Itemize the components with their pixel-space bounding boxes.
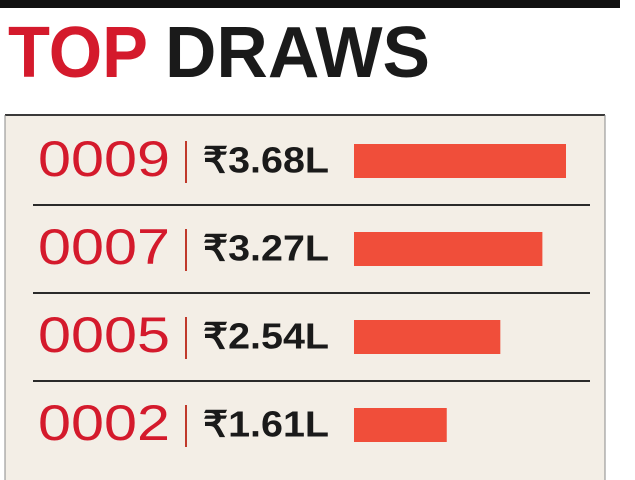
- value-label: ₹3.27L: [203, 228, 329, 269]
- category-label: 0007: [38, 219, 170, 275]
- bar: [354, 232, 543, 266]
- value-label: ₹1.61L: [203, 404, 329, 445]
- category-label: 0002: [38, 395, 170, 451]
- bar: [354, 144, 566, 178]
- value-label: ₹2.54L: [203, 316, 329, 357]
- chart-title: DRAWS: [165, 13, 430, 93]
- category-label: 0005: [38, 307, 170, 363]
- value-label: ₹3.68L: [203, 140, 329, 181]
- bar: [354, 408, 447, 442]
- chart-title: TOP: [8, 13, 148, 93]
- bar: [354, 320, 501, 354]
- category-label: 0009: [38, 131, 170, 187]
- top-band: [0, 0, 620, 8]
